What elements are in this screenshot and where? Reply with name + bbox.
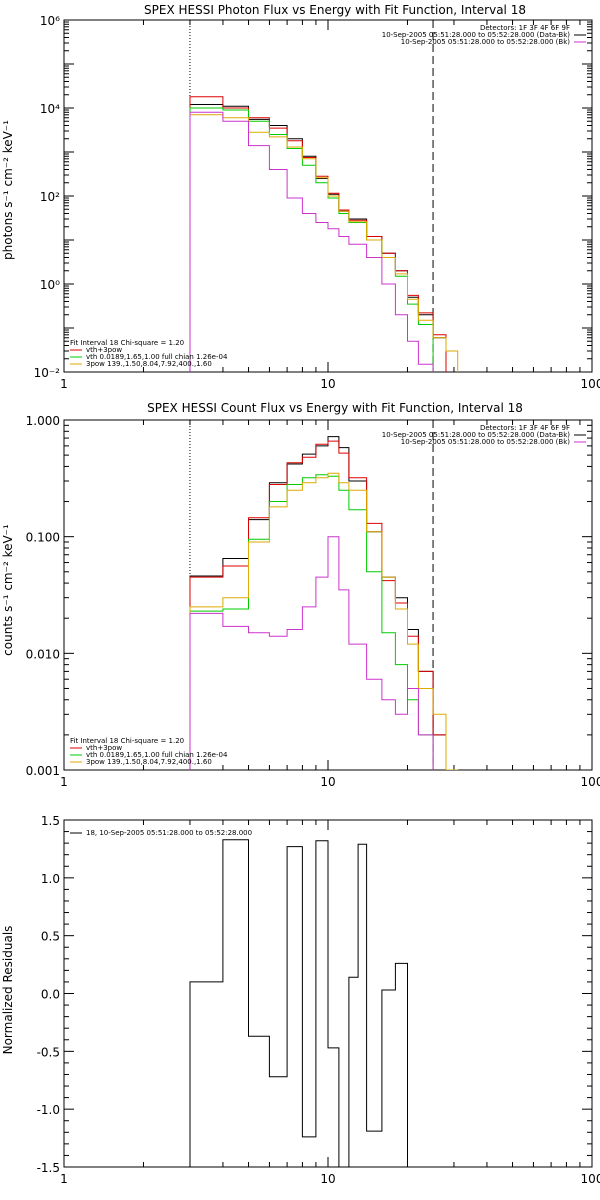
legend-entry: Fit Interval 18 Chi-square = 1.20: [70, 339, 184, 347]
count-flux-title: SPEX HESSI Count Flux vs Energy with Fit…: [147, 401, 523, 415]
y-tick-label: 10⁻²: [34, 366, 61, 380]
residuals-y-axis-label: Normalized Residuals: [1, 926, 15, 1055]
x-tick-label: 10: [320, 775, 335, 789]
count-flux-panel: SPEX HESSI Count Flux vs Energy with Fit…: [1, 401, 600, 789]
x-tick-label: 1: [60, 775, 68, 789]
residuals-panel: Normalized Residuals 1 10 100 1.5 1.0 0.5 0.0 -…: [1, 814, 600, 1186]
y-tick-label: 1.5: [41, 814, 60, 828]
photon-flux-y-axis-label: photons s⁻¹ cm⁻² keV⁻¹: [1, 120, 15, 260]
x-tick-label: 100: [581, 1172, 600, 1186]
plot-frame: [63, 419, 593, 771]
y-tick-label: 1.0: [41, 872, 60, 886]
data-series-group: [189, 839, 408, 1167]
data-series-group: [189, 436, 459, 770]
y-tick-label: 0.100: [26, 531, 60, 545]
header-line: 10-Sep-2005 05:51:28.000 to 05:52:28.000…: [401, 38, 571, 46]
header-line: Detectors: 1F 3F 4F 6F 9F: [480, 24, 570, 32]
x-tick-label: 1: [60, 377, 68, 391]
y-tick-label: -1.5: [37, 1161, 60, 1175]
y-tick-label: 10⁰: [40, 278, 60, 292]
legend-entry: Fit Interval 18 Chi-square = 1.20: [70, 737, 184, 745]
count-flux-y-axis-label: counts s⁻¹ cm⁻² keV⁻¹: [1, 524, 15, 656]
legend-entry: 3pow 139.,1.50,8.04,7.92,400.,1.60: [86, 758, 212, 766]
y-tick-label: 0.5: [41, 930, 60, 944]
header-line: Detectors: 1F 3F 4F 6F 9F: [480, 424, 570, 432]
series-1-histogram: [189, 440, 447, 770]
header-line: 10-Sep-2005 05:51:28.000 to 05:52:28.000…: [382, 431, 571, 439]
series-0-histogram: [189, 839, 408, 1167]
legend-entry: vth+3pow: [86, 346, 122, 354]
header-line: 10-Sep-2005 05:51:28.000 to 05:52:28.000…: [382, 31, 571, 39]
photon-flux-title: SPEX HESSI Photon Flux vs Energy with Fi…: [144, 3, 526, 17]
y-tick-label: 10²: [40, 190, 60, 204]
y-tick-label: 10⁴: [40, 102, 60, 116]
legend-entry: vth 0.0189,1.65,1.00 full chian 1.26e-04: [86, 751, 228, 759]
y-tick-label: 0.0: [41, 988, 60, 1002]
y-tick-label: 0.001: [26, 764, 60, 778]
series-4-histogram: [189, 536, 434, 770]
legend-entry: 18, 10-Sep-2005 05:51:28.000 to 05:52:28…: [86, 829, 252, 837]
x-tick-label: 10: [320, 377, 335, 391]
x-tick-label: 1: [60, 1172, 68, 1186]
legend-entry: 3pow 139.,1.50,8.04,7.92,400.,1.60: [86, 360, 212, 368]
x-tick-label: 10: [320, 1172, 335, 1186]
y-tick-label: -1.0: [37, 1103, 60, 1117]
x-tick-label: 100: [581, 377, 600, 391]
y-tick-label: 0.010: [26, 647, 60, 661]
y-tick-label: 1.000: [26, 414, 60, 428]
header-line: 10-Sep-2005 05:51:28.000 to 05:52:28.000…: [401, 438, 571, 446]
series-4-histogram: [189, 111, 434, 372]
legend-entry: vth+3pow: [86, 744, 122, 752]
y-tick-label: -0.5: [37, 1045, 60, 1059]
y-tick-label: 10⁶: [40, 14, 60, 28]
photon-flux-panel: SPEX HESSI Photon Flux vs Energy with Fi…: [1, 3, 600, 391]
legend-entry: vth 0.0189,1.65,1.00 full chian 1.26e-04: [86, 353, 228, 361]
series-3-histogram: [189, 114, 459, 372]
series-3-histogram: [189, 472, 459, 770]
data-series-group: [189, 96, 459, 372]
x-tick-label: 100: [581, 775, 600, 789]
